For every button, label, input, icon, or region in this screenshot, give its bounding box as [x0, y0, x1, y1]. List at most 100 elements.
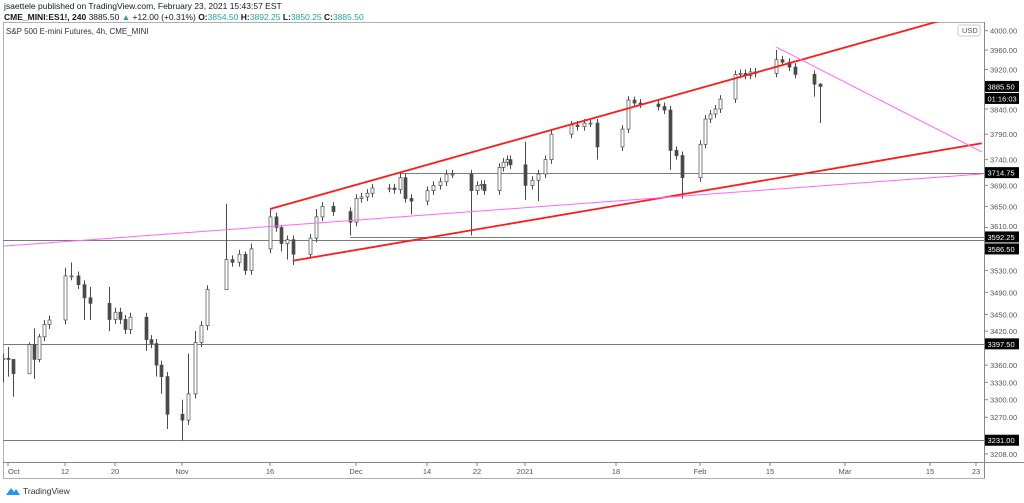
- candle: [274, 212, 279, 232]
- candle: [118, 307, 123, 324]
- candle: [431, 181, 436, 195]
- price-level-label-text: 3714.75: [988, 169, 1015, 178]
- x-axis-tick-label: 23: [972, 467, 980, 476]
- candle-body: [543, 159, 548, 175]
- candle: [718, 95, 723, 114]
- candle: [626, 96, 631, 134]
- candle-body: [595, 122, 600, 148]
- candle-body: [180, 413, 185, 421]
- candle-body: [165, 376, 170, 415]
- candle: [370, 183, 375, 198]
- candle-body: [279, 227, 284, 244]
- candle-body: [27, 344, 32, 375]
- candle-body: [738, 73, 743, 75]
- candle-body: [331, 205, 336, 212]
- candle: [450, 169, 455, 179]
- y-axis-tick-label: 3610.00: [990, 222, 1017, 231]
- candle: [536, 169, 541, 202]
- last-price-label-group: 3885.50: [985, 80, 1019, 92]
- candle-body: [812, 74, 817, 85]
- candle: [543, 155, 548, 179]
- candle: [144, 312, 149, 351]
- candle: [733, 70, 738, 104]
- candle: [698, 140, 703, 182]
- publish-info: jsaettele published on TradingView.com, …: [4, 1, 282, 11]
- candle: [469, 169, 474, 236]
- y-axis-tick-label: 3790.00: [990, 130, 1017, 139]
- magenta-trendline[interactable]: [3, 173, 982, 247]
- tradingview-logo[interactable]: TradingView: [6, 486, 70, 496]
- candle: [314, 208, 319, 243]
- candle: [154, 339, 159, 377]
- candle-body: [698, 143, 703, 179]
- candle: [180, 399, 185, 441]
- candle-body: [469, 173, 474, 191]
- currency-label: USD: [962, 26, 978, 35]
- label-bg: [985, 231, 1019, 243]
- price-change: +12.00 (+0.31%): [132, 12, 196, 22]
- price-level-label-text: 3397.50: [988, 340, 1015, 349]
- open-value: 3854.50: [207, 12, 239, 22]
- candle-body: [632, 99, 637, 104]
- candle: [479, 180, 484, 190]
- candle-body: [291, 239, 296, 255]
- x-axis-tick-label: 20: [111, 467, 119, 476]
- candle: [508, 155, 513, 169]
- candle: [82, 280, 87, 321]
- candle: [149, 335, 154, 349]
- candle-body: [320, 205, 325, 218]
- symbol-name[interactable]: CME_MINI:ES1!, 240: [4, 12, 87, 22]
- candle-body: [354, 198, 359, 223]
- candle: [708, 110, 713, 124]
- candle: [505, 155, 510, 167]
- candle-body: [403, 177, 408, 199]
- y-axis-tick-label: 3270.00: [990, 413, 1017, 422]
- candle-body: [314, 216, 319, 239]
- candle: [549, 130, 554, 164]
- candle-body: [438, 181, 443, 186]
- candle: [444, 169, 449, 186]
- candle: [438, 177, 443, 190]
- candle: [774, 50, 779, 78]
- candle: [107, 286, 112, 332]
- candle-body: [450, 173, 455, 176]
- candle-body: [588, 122, 593, 125]
- y-axis-tick-label: 3690.00: [990, 181, 1017, 190]
- candle-body: [703, 118, 708, 145]
- channel-trendline[interactable]: [292, 142, 982, 262]
- x-axis-tick-label: 22: [473, 467, 481, 476]
- candle: [199, 321, 204, 347]
- x-axis-tick-label: 16: [266, 467, 274, 476]
- y-axis-tick-label: 4000.00: [990, 27, 1017, 36]
- x-axis-tick-label: Nov: [175, 467, 189, 476]
- candle-body: [780, 59, 785, 63]
- chart-legend: S&P 500 E-mini Futures, 4h, CME_MINI: [6, 27, 149, 36]
- candle: [523, 141, 528, 201]
- candle: [595, 119, 600, 160]
- y-axis-tick-label: 3740.00: [990, 156, 1017, 165]
- candle-body: [199, 325, 204, 343]
- candle: [787, 58, 792, 71]
- candle: [409, 194, 414, 215]
- candle: [69, 262, 74, 281]
- candle: [713, 105, 718, 119]
- candle: [88, 286, 93, 321]
- magenta-trendline[interactable]: [775, 46, 982, 153]
- candle-body: [523, 164, 528, 186]
- candle-body: [69, 275, 74, 278]
- channel-trendline[interactable]: [269, 19, 947, 210]
- bar-countdown-label-group: 01:16:03: [985, 92, 1019, 104]
- candle: [632, 96, 637, 108]
- candle-body: [3, 357, 6, 360]
- currency-box[interactable]: [957, 24, 981, 37]
- candle-body: [42, 324, 47, 338]
- candle-body: [63, 275, 68, 321]
- candle: [812, 70, 817, 97]
- candle-body: [370, 187, 375, 194]
- candle-body: [497, 166, 502, 191]
- price-level-label: 3586.50: [985, 243, 1019, 255]
- y-axis-tick-label: 3650.00: [990, 202, 1017, 211]
- candle-body: [733, 74, 738, 100]
- candle: [42, 320, 47, 342]
